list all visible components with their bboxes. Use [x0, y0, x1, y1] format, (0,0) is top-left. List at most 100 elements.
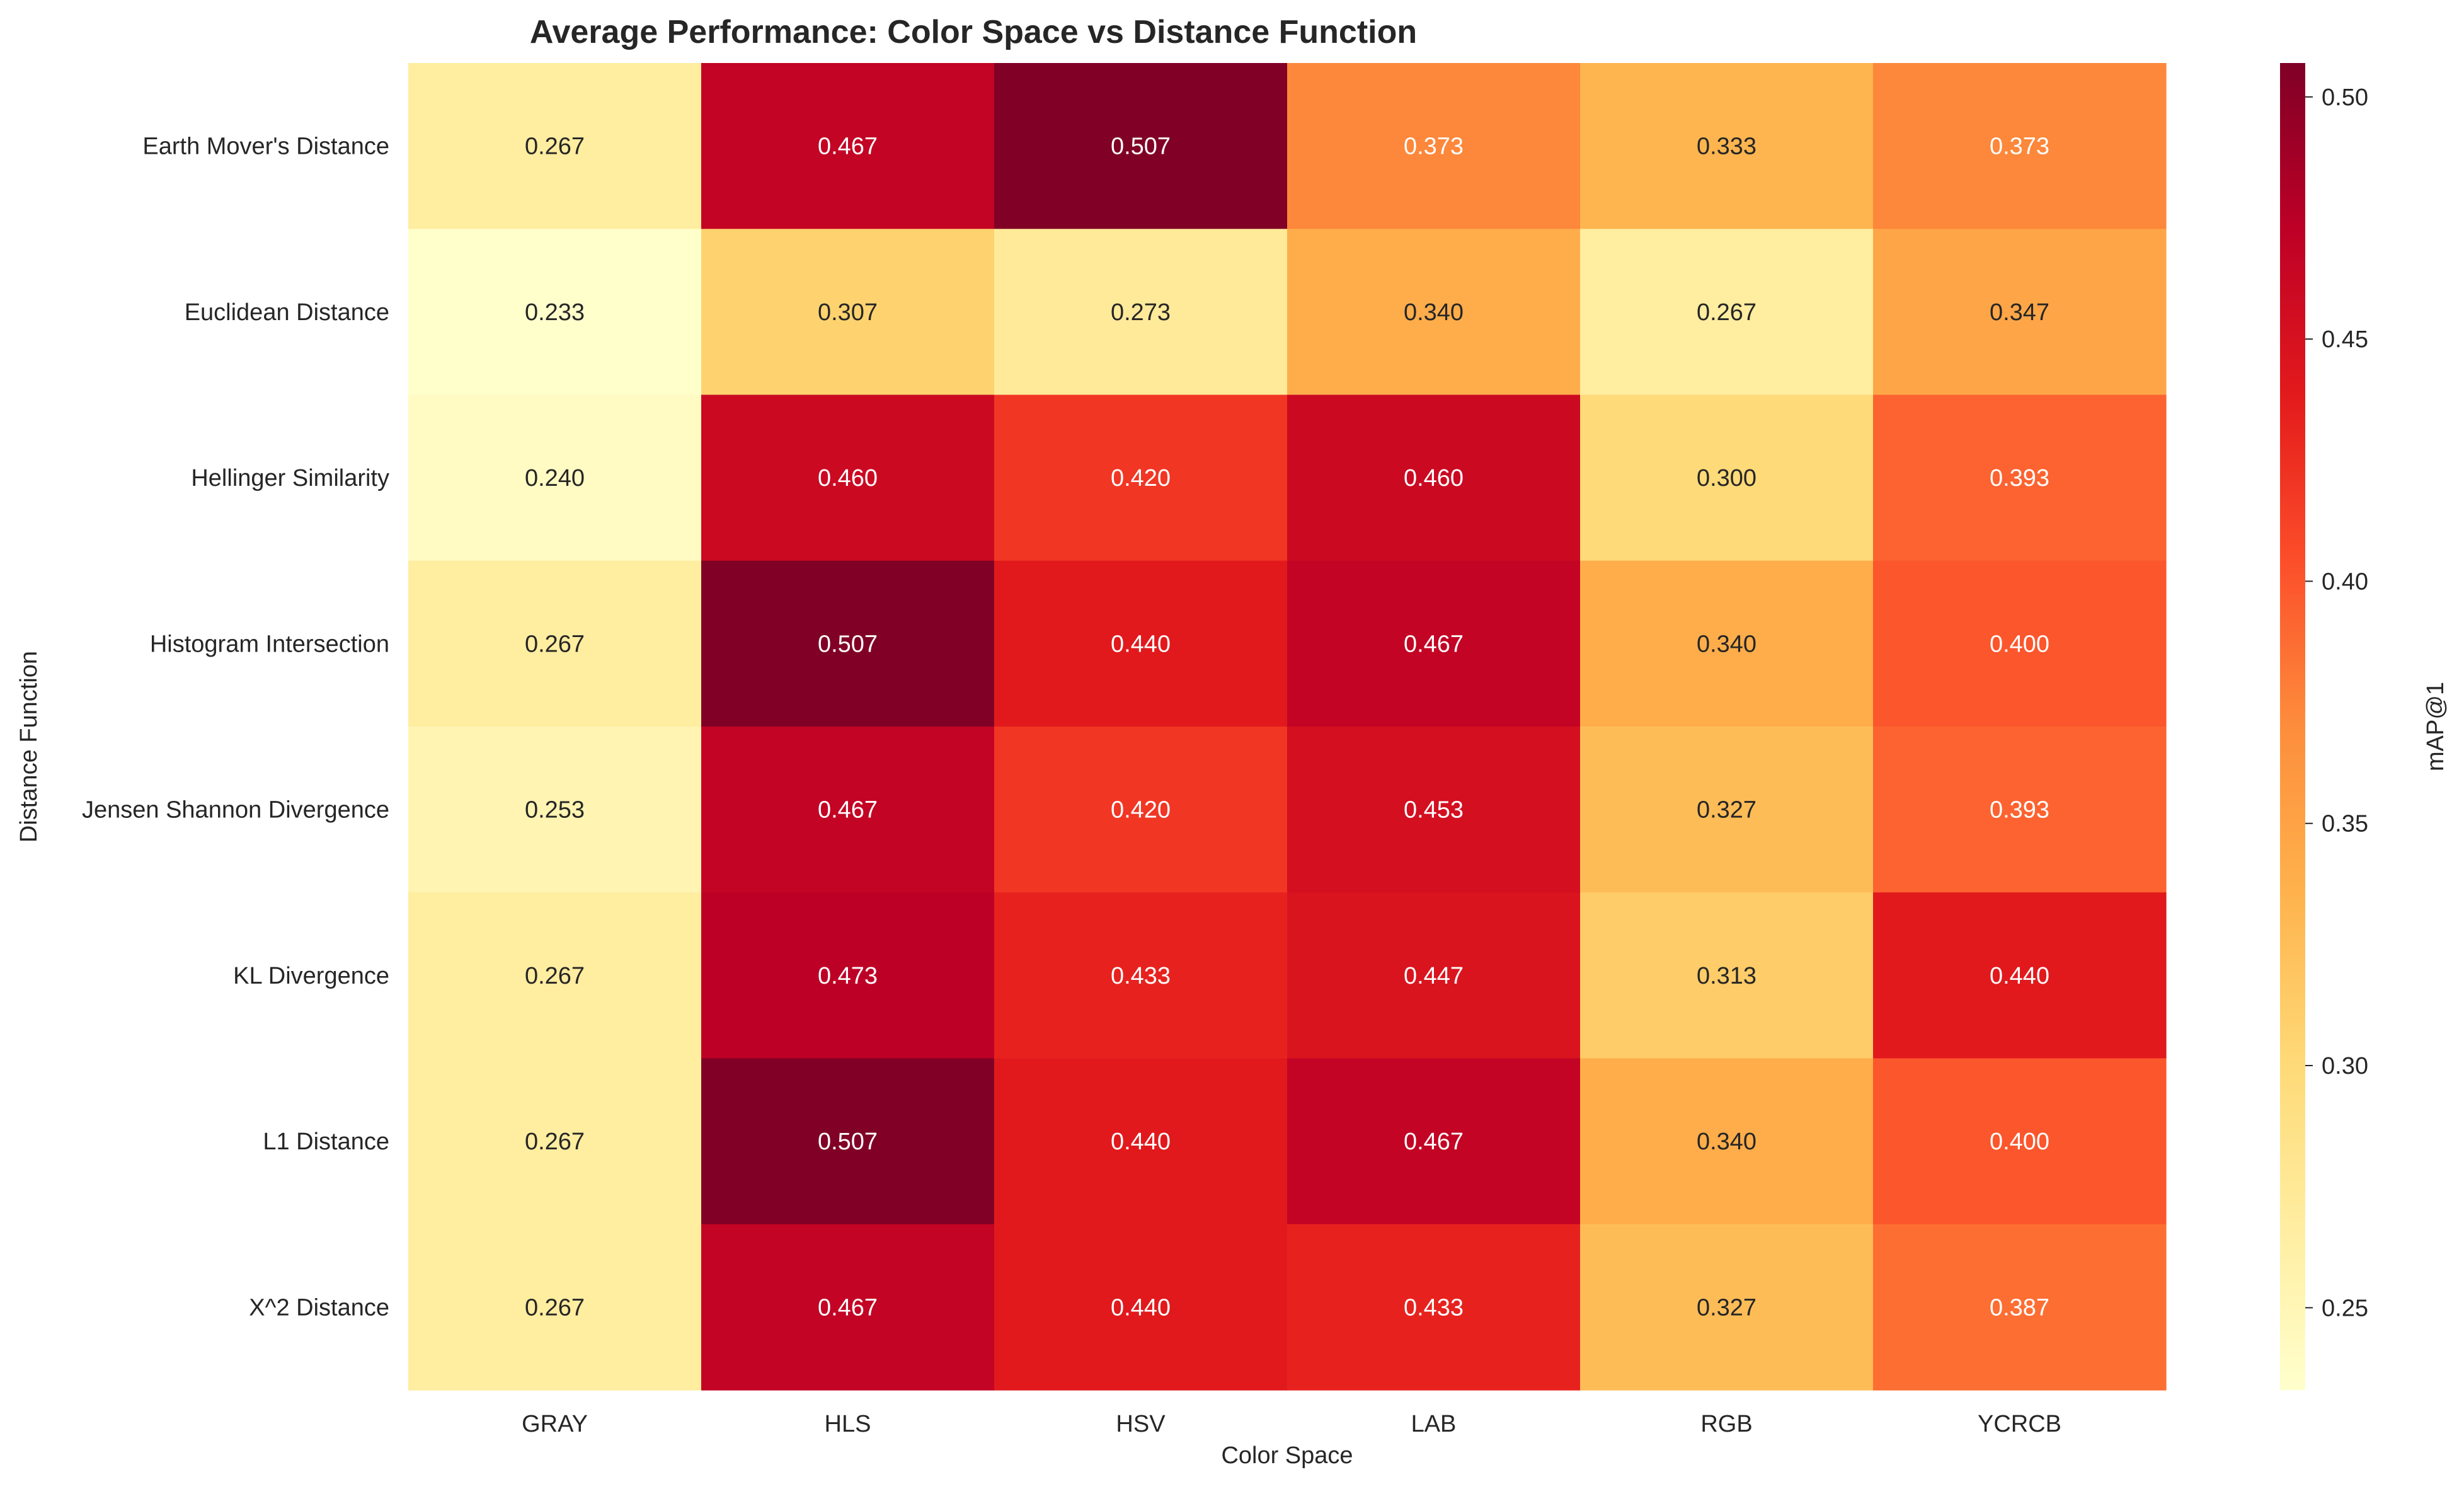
cell-value-label: 0.347 — [1990, 299, 2049, 326]
cell-value-label: 0.267 — [525, 1294, 585, 1321]
cell-value-label: 0.467 — [818, 797, 878, 824]
heatmap-cell — [1580, 1224, 1874, 1391]
cell-value-label: 0.307 — [818, 299, 878, 326]
cell-value-label: 0.460 — [1404, 465, 1464, 492]
cell-value-label: 0.440 — [1111, 1129, 1171, 1155]
colorbar-tick-label: 0.50 — [2322, 84, 2368, 111]
heatmap-cell — [408, 892, 702, 1059]
heatmap-cell — [1287, 1224, 1581, 1391]
heatmap-cell — [408, 727, 702, 893]
cell-value-label: 0.267 — [525, 631, 585, 657]
x-tick-label: HSV — [1116, 1411, 1166, 1437]
cell-value-label: 0.453 — [1404, 797, 1464, 824]
heatmap-cell — [994, 892, 1288, 1059]
cell-value-label: 0.467 — [818, 134, 878, 160]
cell-value-label: 0.467 — [1404, 1129, 1464, 1155]
heatmap-cell — [1873, 1224, 2167, 1391]
colorbar-tick-label: 0.25 — [2322, 1295, 2368, 1321]
heatmap-cell — [1873, 63, 2167, 229]
heatmap-cell — [994, 727, 1288, 893]
x-tick-label: LAB — [1411, 1411, 1457, 1437]
heatmap-cell — [1873, 1058, 2167, 1225]
cell-value-label: 0.233 — [525, 299, 585, 326]
heatmap-cell — [1287, 560, 1581, 727]
y-tick-label: Jensen Shannon Divergence — [82, 797, 389, 824]
heatmap-cell — [701, 394, 995, 561]
heatmap-cell — [701, 1224, 995, 1391]
x-tick-label: YCRCB — [1978, 1411, 2061, 1437]
cell-value-label: 0.387 — [1990, 1294, 2049, 1321]
cell-value-label: 0.327 — [1697, 797, 1756, 824]
x-tick-label: GRAY — [522, 1411, 588, 1437]
heatmap-cell — [1287, 1058, 1581, 1225]
heatmap-cell — [1580, 892, 1874, 1059]
heatmap-cell — [408, 560, 702, 727]
y-tick-label: L1 Distance — [263, 1129, 389, 1155]
cell-value-label: 0.240 — [525, 465, 585, 492]
x-tick-label: HLS — [825, 1411, 871, 1437]
heatmap-cell — [701, 892, 995, 1059]
cell-value-label: 0.447 — [1404, 963, 1464, 989]
cell-value-label: 0.433 — [1404, 1294, 1464, 1321]
cell-value-label: 0.440 — [1111, 631, 1171, 657]
heatmap-cell — [408, 63, 702, 229]
heatmap-cell — [1580, 229, 1874, 396]
heatmap-cell — [994, 63, 1288, 229]
heatmap-cell — [701, 727, 995, 893]
colorbar: 0.25 0.30 0.35 0.40 0.45 0.50 mAP@1 — [2280, 63, 2449, 1390]
y-tick-label: Earth Mover's Distance — [142, 134, 389, 160]
cell-value-label: 0.440 — [1111, 1294, 1171, 1321]
cell-value-label: 0.333 — [1697, 134, 1756, 160]
cell-value-label: 0.507 — [1111, 134, 1171, 160]
cell-value-label: 0.460 — [818, 465, 878, 492]
colorbar-tick-label: 0.35 — [2322, 811, 2368, 837]
cell-value-label: 0.313 — [1697, 963, 1756, 989]
heatmap-cell — [1580, 394, 1874, 561]
cell-value-label: 0.273 — [1111, 299, 1171, 326]
heatmap-cell — [1287, 892, 1581, 1059]
colorbar-tick-label: 0.30 — [2322, 1053, 2368, 1079]
cell-value-label: 0.467 — [1404, 631, 1464, 657]
heatmap-cell — [408, 229, 702, 396]
cell-value-label: 0.420 — [1111, 797, 1171, 824]
heatmap-cell — [994, 229, 1288, 396]
heatmap-cell — [1287, 394, 1581, 561]
cell-value-label: 0.393 — [1990, 797, 2049, 824]
heatmap-cell — [408, 394, 702, 561]
heatmap-cell — [701, 1058, 995, 1225]
heatmap-cell — [994, 560, 1288, 727]
cell-value-label: 0.400 — [1990, 1129, 2049, 1155]
heatmap-cell — [1580, 1058, 1874, 1225]
cell-value-label: 0.373 — [1990, 134, 2049, 160]
cell-value-label: 0.340 — [1404, 299, 1464, 326]
heatmap-cell — [1287, 727, 1581, 893]
heatmap-cell — [408, 1224, 702, 1391]
colorbar-ticks: 0.25 0.30 0.35 0.40 0.45 0.50 — [2305, 84, 2368, 1321]
cell-value-label: 0.420 — [1111, 465, 1171, 492]
y-tick-label: Hellinger Similarity — [191, 465, 389, 492]
heatmap-cell — [1873, 229, 2167, 396]
heatmap-cell-labels: 0.267 0.467 0.507 0.373 0.333 0.373 0.233 0.307… — [525, 134, 2049, 1321]
cell-value-label: 0.433 — [1111, 963, 1171, 989]
heatmap-cell — [1287, 229, 1581, 396]
heatmap-cell — [1580, 560, 1874, 727]
cell-value-label: 0.467 — [818, 1294, 878, 1321]
cell-value-label: 0.267 — [525, 134, 585, 160]
heatmap-cell — [1287, 63, 1581, 229]
cell-value-label: 0.340 — [1697, 631, 1756, 657]
heatmap-cell — [701, 560, 995, 727]
cell-value-label: 0.507 — [818, 1129, 878, 1155]
heatmap-cell — [1580, 63, 1874, 229]
heatmap-cell — [1873, 727, 2167, 893]
colorbar-tick-label: 0.40 — [2322, 568, 2368, 595]
heatmap-cell — [1873, 892, 2167, 1059]
y-tick-label: Histogram Intersection — [150, 631, 389, 657]
cell-value-label: 0.440 — [1990, 963, 2049, 989]
y-tick-label: KL Divergence — [233, 963, 389, 989]
cell-value-label: 0.267 — [1697, 299, 1756, 326]
cell-value-label: 0.253 — [525, 797, 585, 824]
y-tick-label: X^2 Distance — [249, 1294, 389, 1321]
y-axis-label: Distance Function — [16, 651, 42, 842]
cell-value-label: 0.393 — [1990, 465, 2049, 492]
heatmap-cell — [701, 63, 995, 229]
